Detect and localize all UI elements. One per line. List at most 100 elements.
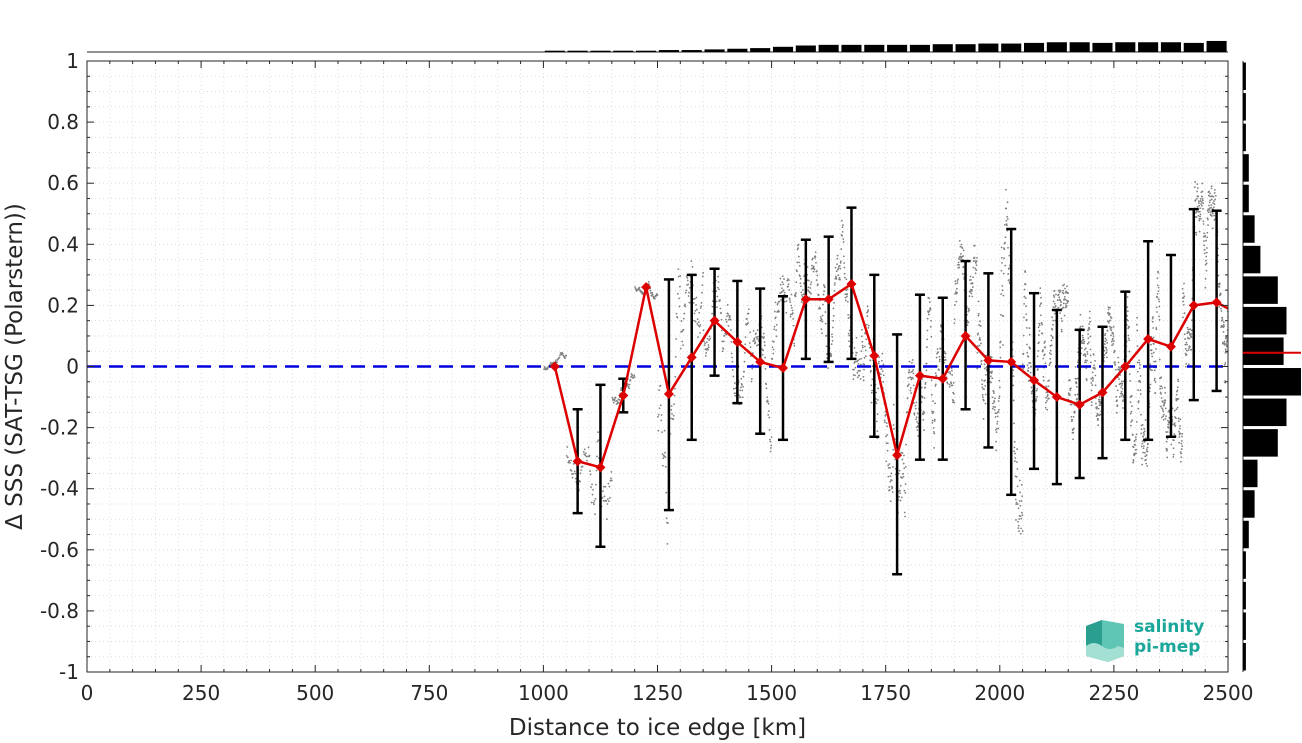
scatter-point — [915, 418, 917, 421]
scatter-point — [844, 299, 847, 302]
scatter-point — [1203, 248, 1206, 251]
scatter-point — [825, 345, 828, 348]
scatter-point — [800, 285, 802, 288]
scatter-point — [1117, 356, 1120, 359]
scatter-point — [1223, 342, 1226, 345]
scatter-point — [1015, 519, 1017, 521]
scatter-point — [996, 420, 999, 423]
scatter-point — [1018, 530, 1020, 533]
scatter-point — [1137, 389, 1139, 392]
scatter-point — [1236, 408, 1238, 410]
scatter-point — [1000, 256, 1003, 259]
scatter-point — [1106, 356, 1108, 359]
scatter-point — [1043, 342, 1046, 344]
scatter-point — [566, 456, 569, 459]
scatter-point — [790, 307, 793, 309]
scatter-point — [921, 395, 924, 398]
scatter-point — [929, 325, 932, 328]
scatter-point — [1070, 403, 1073, 406]
scatter-point — [1037, 350, 1040, 352]
scatter-point — [704, 354, 707, 357]
scatter-point — [1158, 318, 1161, 321]
scatter-point — [608, 497, 611, 499]
scatter-point — [1134, 444, 1137, 446]
scatter-point — [1005, 207, 1008, 210]
scatter-point — [574, 472, 577, 475]
mean-marker — [914, 370, 925, 381]
top-histogram-bar — [841, 44, 862, 52]
scatter-point — [764, 367, 767, 370]
scatter-point — [994, 415, 997, 418]
scatter-point — [1151, 320, 1154, 323]
scatter-point — [1054, 305, 1057, 307]
scatter-point — [628, 387, 630, 390]
scatter-point — [1083, 342, 1085, 345]
scatter-point — [1001, 289, 1004, 292]
scatter-point — [1136, 316, 1139, 319]
scatter-point — [723, 334, 726, 337]
scatter-point — [1116, 404, 1119, 407]
scatter-point — [1214, 198, 1216, 201]
mean-marker — [1029, 375, 1040, 386]
scatter-point — [1181, 432, 1184, 435]
scatter-point — [1115, 385, 1117, 388]
scatter-point — [931, 422, 934, 424]
scatter-point — [1149, 383, 1152, 386]
scatter-point — [1222, 323, 1225, 326]
scatter-point — [994, 412, 997, 415]
scatter-point — [1104, 340, 1107, 343]
scatter-point — [1182, 296, 1185, 299]
scatter-point — [1198, 217, 1201, 220]
scatter-point — [842, 224, 844, 226]
scatter-point — [1043, 353, 1046, 356]
scatter-point — [1161, 408, 1164, 411]
wave-logo-icon — [1086, 620, 1124, 662]
scatter-point — [662, 457, 665, 460]
scatter-point — [880, 373, 882, 376]
scatter-point — [901, 458, 904, 461]
mean-marker — [1143, 334, 1154, 345]
scatter-point — [1103, 349, 1106, 352]
scatter-point — [543, 368, 545, 371]
scatter-point — [995, 449, 998, 452]
scatter-point — [889, 500, 892, 503]
scatter-point — [953, 318, 956, 321]
scatter-point — [592, 488, 594, 491]
scatter-point — [721, 350, 724, 353]
scatter-point — [839, 278, 841, 281]
scatter-point — [930, 335, 933, 338]
scatter-point — [638, 286, 641, 289]
scatter-point — [708, 335, 711, 338]
scatter-point — [830, 353, 833, 356]
scatter-point — [1238, 416, 1240, 418]
scatter-point — [820, 318, 823, 321]
scatter-point — [1232, 412, 1234, 414]
scatter-point — [1157, 271, 1160, 274]
scatter-point — [930, 319, 932, 322]
scatter-point — [1196, 183, 1199, 186]
scatter-point — [1002, 294, 1005, 297]
scatter-point — [774, 301, 777, 304]
scatter-point — [856, 376, 859, 379]
scatter-point — [992, 405, 995, 408]
scatter-point — [1105, 339, 1108, 341]
scatter-point — [903, 467, 906, 470]
scatter-point — [681, 340, 684, 343]
scatter-point — [1152, 336, 1155, 339]
scatter-point — [885, 460, 888, 463]
mean-marker — [572, 456, 583, 467]
scatter-point — [976, 351, 979, 354]
scatter-point — [1021, 495, 1024, 498]
mean-marker — [549, 361, 560, 372]
scatter-point — [1020, 517, 1023, 520]
scatter-point — [796, 248, 799, 251]
scatter-point — [653, 297, 656, 300]
scatter-point — [1087, 337, 1090, 340]
scatter-point — [1141, 423, 1144, 426]
right-histogram-bar — [1243, 337, 1284, 365]
scatter-point — [676, 292, 679, 295]
scatter-point — [1084, 355, 1087, 358]
scatter-point — [751, 367, 754, 370]
scatter-point — [1161, 387, 1164, 390]
scatter-point — [579, 480, 581, 483]
